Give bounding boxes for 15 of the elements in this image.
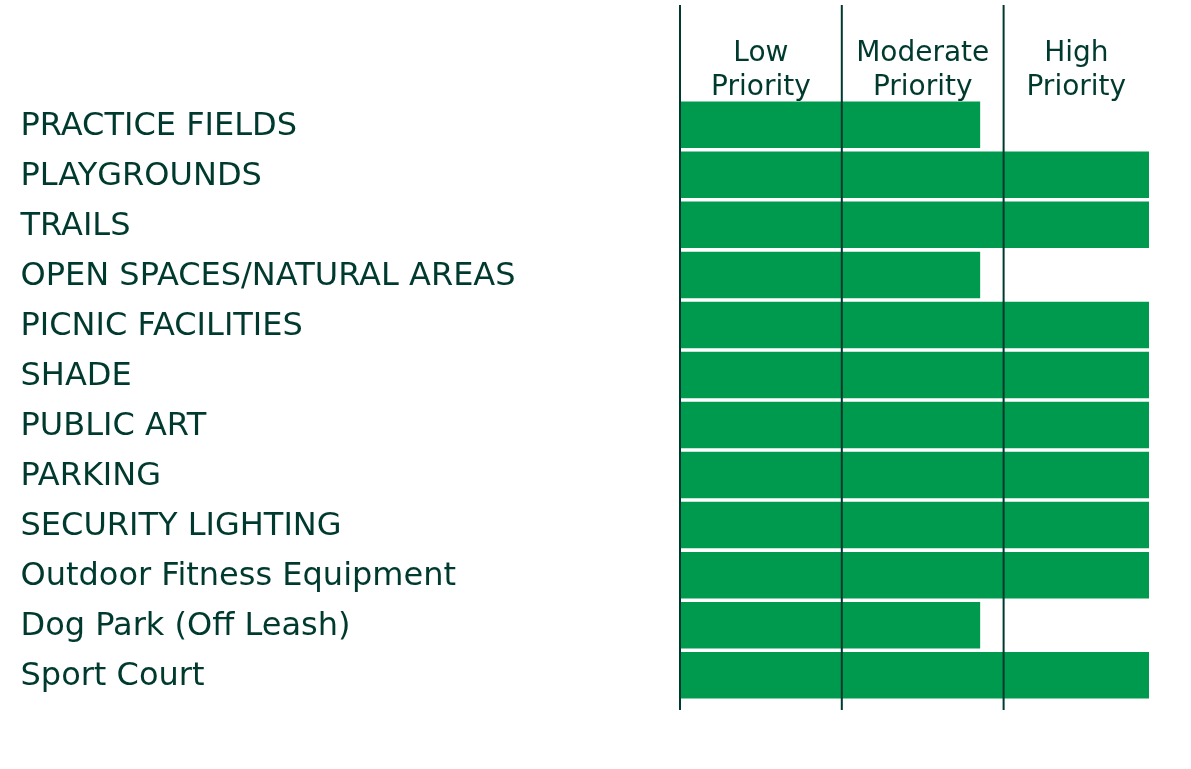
y-tick-label: Outdoor Fitness Equipment <box>20 555 457 594</box>
y-tick-label: PARKING <box>20 455 162 494</box>
y-tick-label: PICNIC FACILITIES <box>20 304 303 343</box>
y-tick-label: Dog Park (Off Leash) <box>20 605 351 644</box>
y-tick-label: PLAYGROUNDS <box>20 154 262 193</box>
annotation: Low Priority <box>711 34 811 102</box>
y-tick-label: TRAILS <box>19 204 131 243</box>
annotation: Moderate Priority <box>856 34 990 102</box>
y-tick-label: SHADE <box>20 354 132 393</box>
y-tick-label: PRACTICE FIELDS <box>20 104 297 143</box>
y-tick-label: PUBLIC ART <box>20 405 207 444</box>
y-tick-label: Sport Court <box>20 655 205 694</box>
y-tick-label: SECURITY LIGHTING <box>20 505 342 544</box>
annotation: High Priority <box>1026 34 1127 102</box>
y-tick-label: OPEN SPACES/NATURAL AREAS <box>20 254 516 293</box>
